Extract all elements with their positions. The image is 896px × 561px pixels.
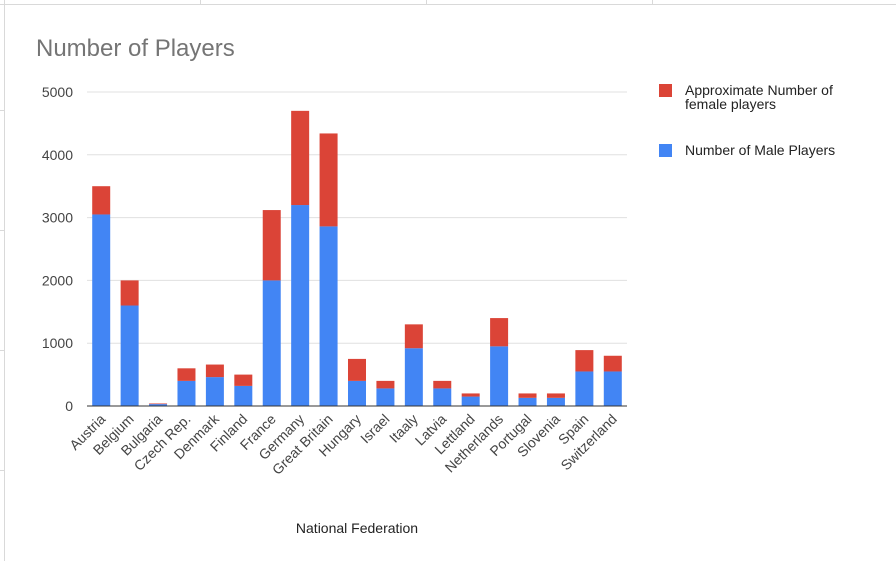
bar-segment[interactable] [404, 348, 423, 406]
bar-segment[interactable] [149, 403, 168, 405]
y-tick-label: 5000 [42, 84, 73, 100]
bar-segment[interactable] [92, 186, 111, 215]
cell-grid-tick [0, 110, 5, 111]
x-axis-title: National Federation [296, 520, 418, 536]
bar-segment[interactable] [404, 324, 423, 349]
bar-segment[interactable] [319, 226, 338, 406]
bar-segment[interactable] [291, 110, 310, 206]
y-tick-label: 4000 [42, 147, 73, 163]
bar-segment[interactable] [120, 305, 139, 406]
bar-segment[interactable] [177, 380, 196, 406]
bar-segment[interactable] [234, 374, 253, 386]
y-axis-ticks: 0 1000 2000 3000 4000 5000 [42, 84, 73, 414]
bar-segment[interactable] [120, 280, 139, 306]
bar-segment[interactable] [546, 397, 565, 406]
bar-segment[interactable] [575, 350, 594, 372]
bar-segment[interactable] [262, 210, 281, 281]
cell-grid-tick [652, 0, 653, 5]
x-tick-label: Israel [357, 411, 393, 447]
bar-segment[interactable] [149, 404, 168, 406]
bar-segment[interactable] [348, 358, 366, 381]
cell-grid-tick [0, 230, 5, 231]
bar-segment[interactable] [546, 393, 565, 398]
cell-grid-line-left [4, 0, 5, 561]
bar-segment[interactable] [262, 280, 281, 406]
cell-grid-tick [426, 0, 427, 5]
legend-swatch [659, 144, 672, 157]
y-tick-label: 2000 [42, 272, 73, 288]
bar-segment[interactable] [490, 346, 509, 406]
bar-segment[interactable] [603, 355, 622, 372]
chart-title: Number of Players [36, 35, 235, 62]
y-tick-label: 3000 [42, 210, 73, 226]
bar-segment[interactable] [376, 380, 395, 389]
legend-label: Approximate Number of female players [685, 82, 833, 112]
bar-segment[interactable] [92, 214, 111, 406]
bars [92, 110, 622, 406]
legend: Approximate Number of female players Numbe… [659, 82, 835, 158]
gridlines [87, 91, 627, 344]
bar-segment[interactable] [490, 318, 509, 347]
legend-label: Number of Male Players [685, 142, 835, 158]
bar-segment[interactable] [461, 393, 480, 397]
cell-grid-line-top [0, 4, 896, 5]
bar-segment[interactable] [575, 371, 594, 406]
bar-segment[interactable] [461, 396, 480, 406]
bar-segment[interactable] [433, 380, 452, 389]
bar-segment[interactable] [433, 388, 452, 406]
bar-segment[interactable] [319, 133, 338, 227]
cell-grid-tick [0, 470, 5, 471]
y-tick-label: 0 [65, 398, 73, 414]
bar-segment[interactable] [603, 371, 622, 406]
y-tick-label: 1000 [42, 335, 73, 351]
legend-swatch [659, 84, 672, 97]
bar-segment[interactable] [177, 368, 196, 381]
bar-segment[interactable] [376, 388, 395, 406]
bar-segment[interactable] [348, 380, 366, 406]
bar-segment[interactable] [291, 205, 310, 406]
bar-segment[interactable] [234, 385, 253, 406]
cell-grid-tick [0, 350, 5, 351]
bar-segment[interactable] [205, 377, 224, 406]
bar-segment[interactable] [205, 364, 224, 378]
bar-segment[interactable] [518, 397, 537, 406]
bar-segment[interactable] [518, 393, 537, 398]
cell-grid-tick [200, 0, 201, 5]
